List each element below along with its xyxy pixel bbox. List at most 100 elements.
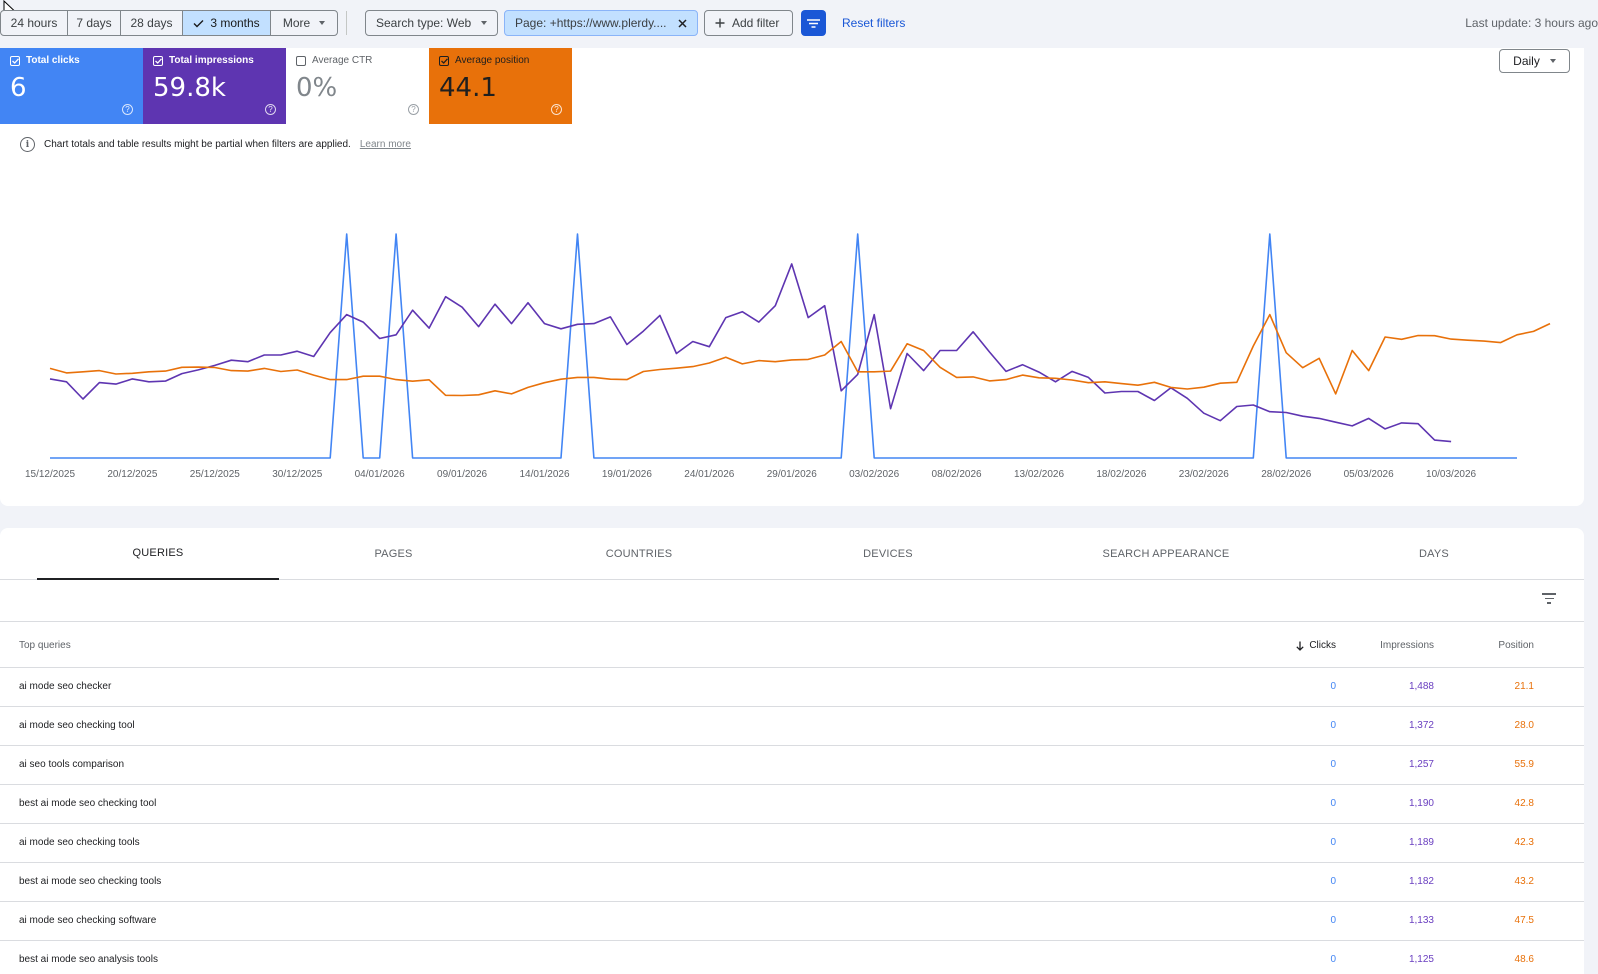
table-row[interactable]: best ai mode seo checking tool 0 1,190 42.8 [0, 785, 1584, 824]
granularity-dropdown[interactable]: Daily [1499, 49, 1570, 73]
metric-total-impressions[interactable]: Total impressions 59.8k ? [143, 48, 286, 124]
table-row[interactable]: ai mode seo checking software 0 1,133 47.5 [0, 902, 1584, 941]
tab-search-appearance[interactable]: SEARCH APPEARANCE [1102, 548, 1230, 560]
page-filter-chip[interactable]: Page: +https://www.plerdy.... [504, 10, 698, 36]
query-cell: ai mode seo checker [19, 681, 112, 692]
help-icon[interactable]: ? [265, 104, 276, 115]
plus-icon [715, 18, 725, 28]
x-tick-label: 10/03/2026 [1426, 469, 1476, 480]
metric-label: Total impressions [169, 55, 254, 66]
x-tick-label: 14/01/2026 [519, 469, 569, 480]
clicks-cell: 0 [1330, 954, 1336, 965]
close-icon[interactable] [678, 18, 687, 28]
tune-icon [807, 18, 820, 28]
add-filter-button[interactable]: Add filter [704, 10, 793, 36]
query-cell: ai mode seo checking tool [19, 720, 135, 731]
x-tick-label: 20/12/2025 [107, 469, 157, 480]
clicks-cell: 0 [1330, 798, 1336, 809]
page-filter-label: Page: +https://www.plerdy.... [515, 16, 667, 30]
filter-toolbar: 24 hours 7 days 28 days 3 months More Se… [0, 0, 1598, 46]
range-7-days[interactable]: 7 days [67, 10, 121, 36]
query-cell: best ai mode seo analysis tools [19, 954, 158, 965]
position-cell: 48.6 [1514, 954, 1534, 965]
clicks-cell: 0 [1330, 720, 1336, 731]
dimension-table-card: QUERIES PAGES COUNTRIES DEVICES SEARCH A… [0, 528, 1584, 974]
impressions-cell: 1,133 [1408, 915, 1434, 926]
filter-settings-button[interactable] [801, 10, 826, 36]
info-icon: i [20, 137, 35, 152]
column-impressions[interactable]: Impressions [1380, 640, 1434, 651]
impressions-cell: 1,257 [1408, 759, 1434, 770]
x-tick-label: 13/02/2026 [1014, 469, 1064, 480]
range-24-hours[interactable]: 24 hours [0, 10, 68, 36]
table-row[interactable]: ai mode seo checking tools 0 1,189 42.3 [0, 824, 1584, 863]
last-update-text: Last update: 3 hours ago [1465, 16, 1598, 30]
range-more-dropdown[interactable]: More [270, 10, 338, 36]
series-line-total-impressions [49, 263, 1452, 443]
metric-value: 44.1 [439, 73, 497, 103]
series-line-total-clicks [50, 233, 1517, 459]
metric-average-ctr[interactable]: Average CTR 0% ? [286, 48, 429, 124]
range-28-days[interactable]: 28 days [120, 10, 183, 36]
search-type-dropdown[interactable]: Search type: Web [365, 10, 498, 36]
table-row[interactable]: ai seo tools comparison 0 1,257 55.9 [0, 746, 1584, 785]
granularity-label: Daily [1513, 54, 1540, 68]
impressions-cell: 1,190 [1408, 798, 1434, 809]
position-cell: 21.1 [1514, 681, 1534, 692]
filter-list-icon[interactable] [1542, 593, 1556, 605]
column-clicks[interactable]: Clicks [1296, 640, 1336, 651]
tab-countries[interactable]: COUNTRIES [605, 548, 673, 560]
toolbar-divider [346, 11, 347, 35]
clicks-cell: 0 [1330, 681, 1336, 692]
search-type-label: Search type: Web [376, 16, 472, 30]
column-clicks-label: Clicks [1309, 640, 1336, 651]
clicks-cell: 0 [1330, 876, 1336, 887]
tab-pages[interactable]: PAGES [374, 548, 413, 560]
tab-devices[interactable]: DEVICES [863, 548, 913, 560]
metric-value: 0% [296, 73, 338, 103]
metric-label: Total clicks [26, 55, 80, 66]
x-tick-label: 04/01/2026 [355, 469, 405, 480]
metric-average-position[interactable]: Average position 44.1 ? [429, 48, 572, 124]
range-3-months[interactable]: 3 months [182, 10, 271, 36]
x-tick-label: 23/02/2026 [1179, 469, 1229, 480]
table-row[interactable]: best ai mode seo checking tools 0 1,182 43.… [0, 863, 1584, 902]
position-cell: 55.9 [1514, 759, 1534, 770]
x-tick-label: 24/01/2026 [684, 469, 734, 480]
help-icon[interactable]: ? [122, 104, 133, 115]
help-icon[interactable]: ? [551, 104, 562, 115]
chevron-down-icon [1549, 59, 1556, 63]
chevron-down-icon [319, 21, 326, 25]
dimension-tabs: QUERIES PAGES COUNTRIES DEVICES SEARCH A… [0, 528, 1584, 580]
x-tick-label: 03/02/2026 [849, 469, 899, 480]
checkbox-checked-icon [153, 55, 163, 66]
query-cell: ai seo tools comparison [19, 759, 125, 770]
position-cell: 28.0 [1514, 720, 1534, 731]
tab-days[interactable]: DAYS [1419, 548, 1449, 560]
checkbox-checked-icon [10, 55, 20, 66]
series-line-average-position [49, 313, 1551, 397]
column-top-queries[interactable]: Top queries [19, 640, 71, 651]
arrow-down-icon [1296, 641, 1304, 651]
tab-queries[interactable]: QUERIES [37, 528, 279, 580]
impressions-cell: 1,189 [1408, 837, 1434, 848]
check-icon [193, 19, 204, 27]
clicks-cell: 0 [1330, 837, 1336, 848]
metric-value: 59.8k [153, 73, 226, 103]
impressions-cell: 1,372 [1408, 720, 1434, 731]
learn-more-link[interactable]: Learn more [359, 139, 411, 150]
table-row[interactable]: ai mode seo checking tool 0 1,372 28.0 [0, 707, 1584, 746]
reset-filters-link[interactable]: Reset filters [842, 16, 906, 30]
metric-total-clicks[interactable]: Total clicks 6 ? [0, 48, 143, 124]
query-cell: ai mode seo checking tools [19, 837, 140, 848]
metric-value: 6 [10, 73, 27, 103]
x-tick-label: 25/12/2025 [190, 469, 240, 480]
query-cell: best ai mode seo checking tools [19, 876, 162, 887]
help-icon[interactable]: ? [408, 104, 419, 115]
table-row[interactable]: ai mode seo checker 0 1,488 21.1 [0, 668, 1584, 707]
clicks-cell: 0 [1330, 759, 1336, 770]
column-position[interactable]: Position [1498, 640, 1534, 651]
x-tick-label: 18/02/2026 [1096, 469, 1146, 480]
impressions-cell: 1,488 [1408, 681, 1434, 692]
table-row[interactable]: best ai mode seo analysis tools 0 1,125 48.… [0, 941, 1584, 974]
